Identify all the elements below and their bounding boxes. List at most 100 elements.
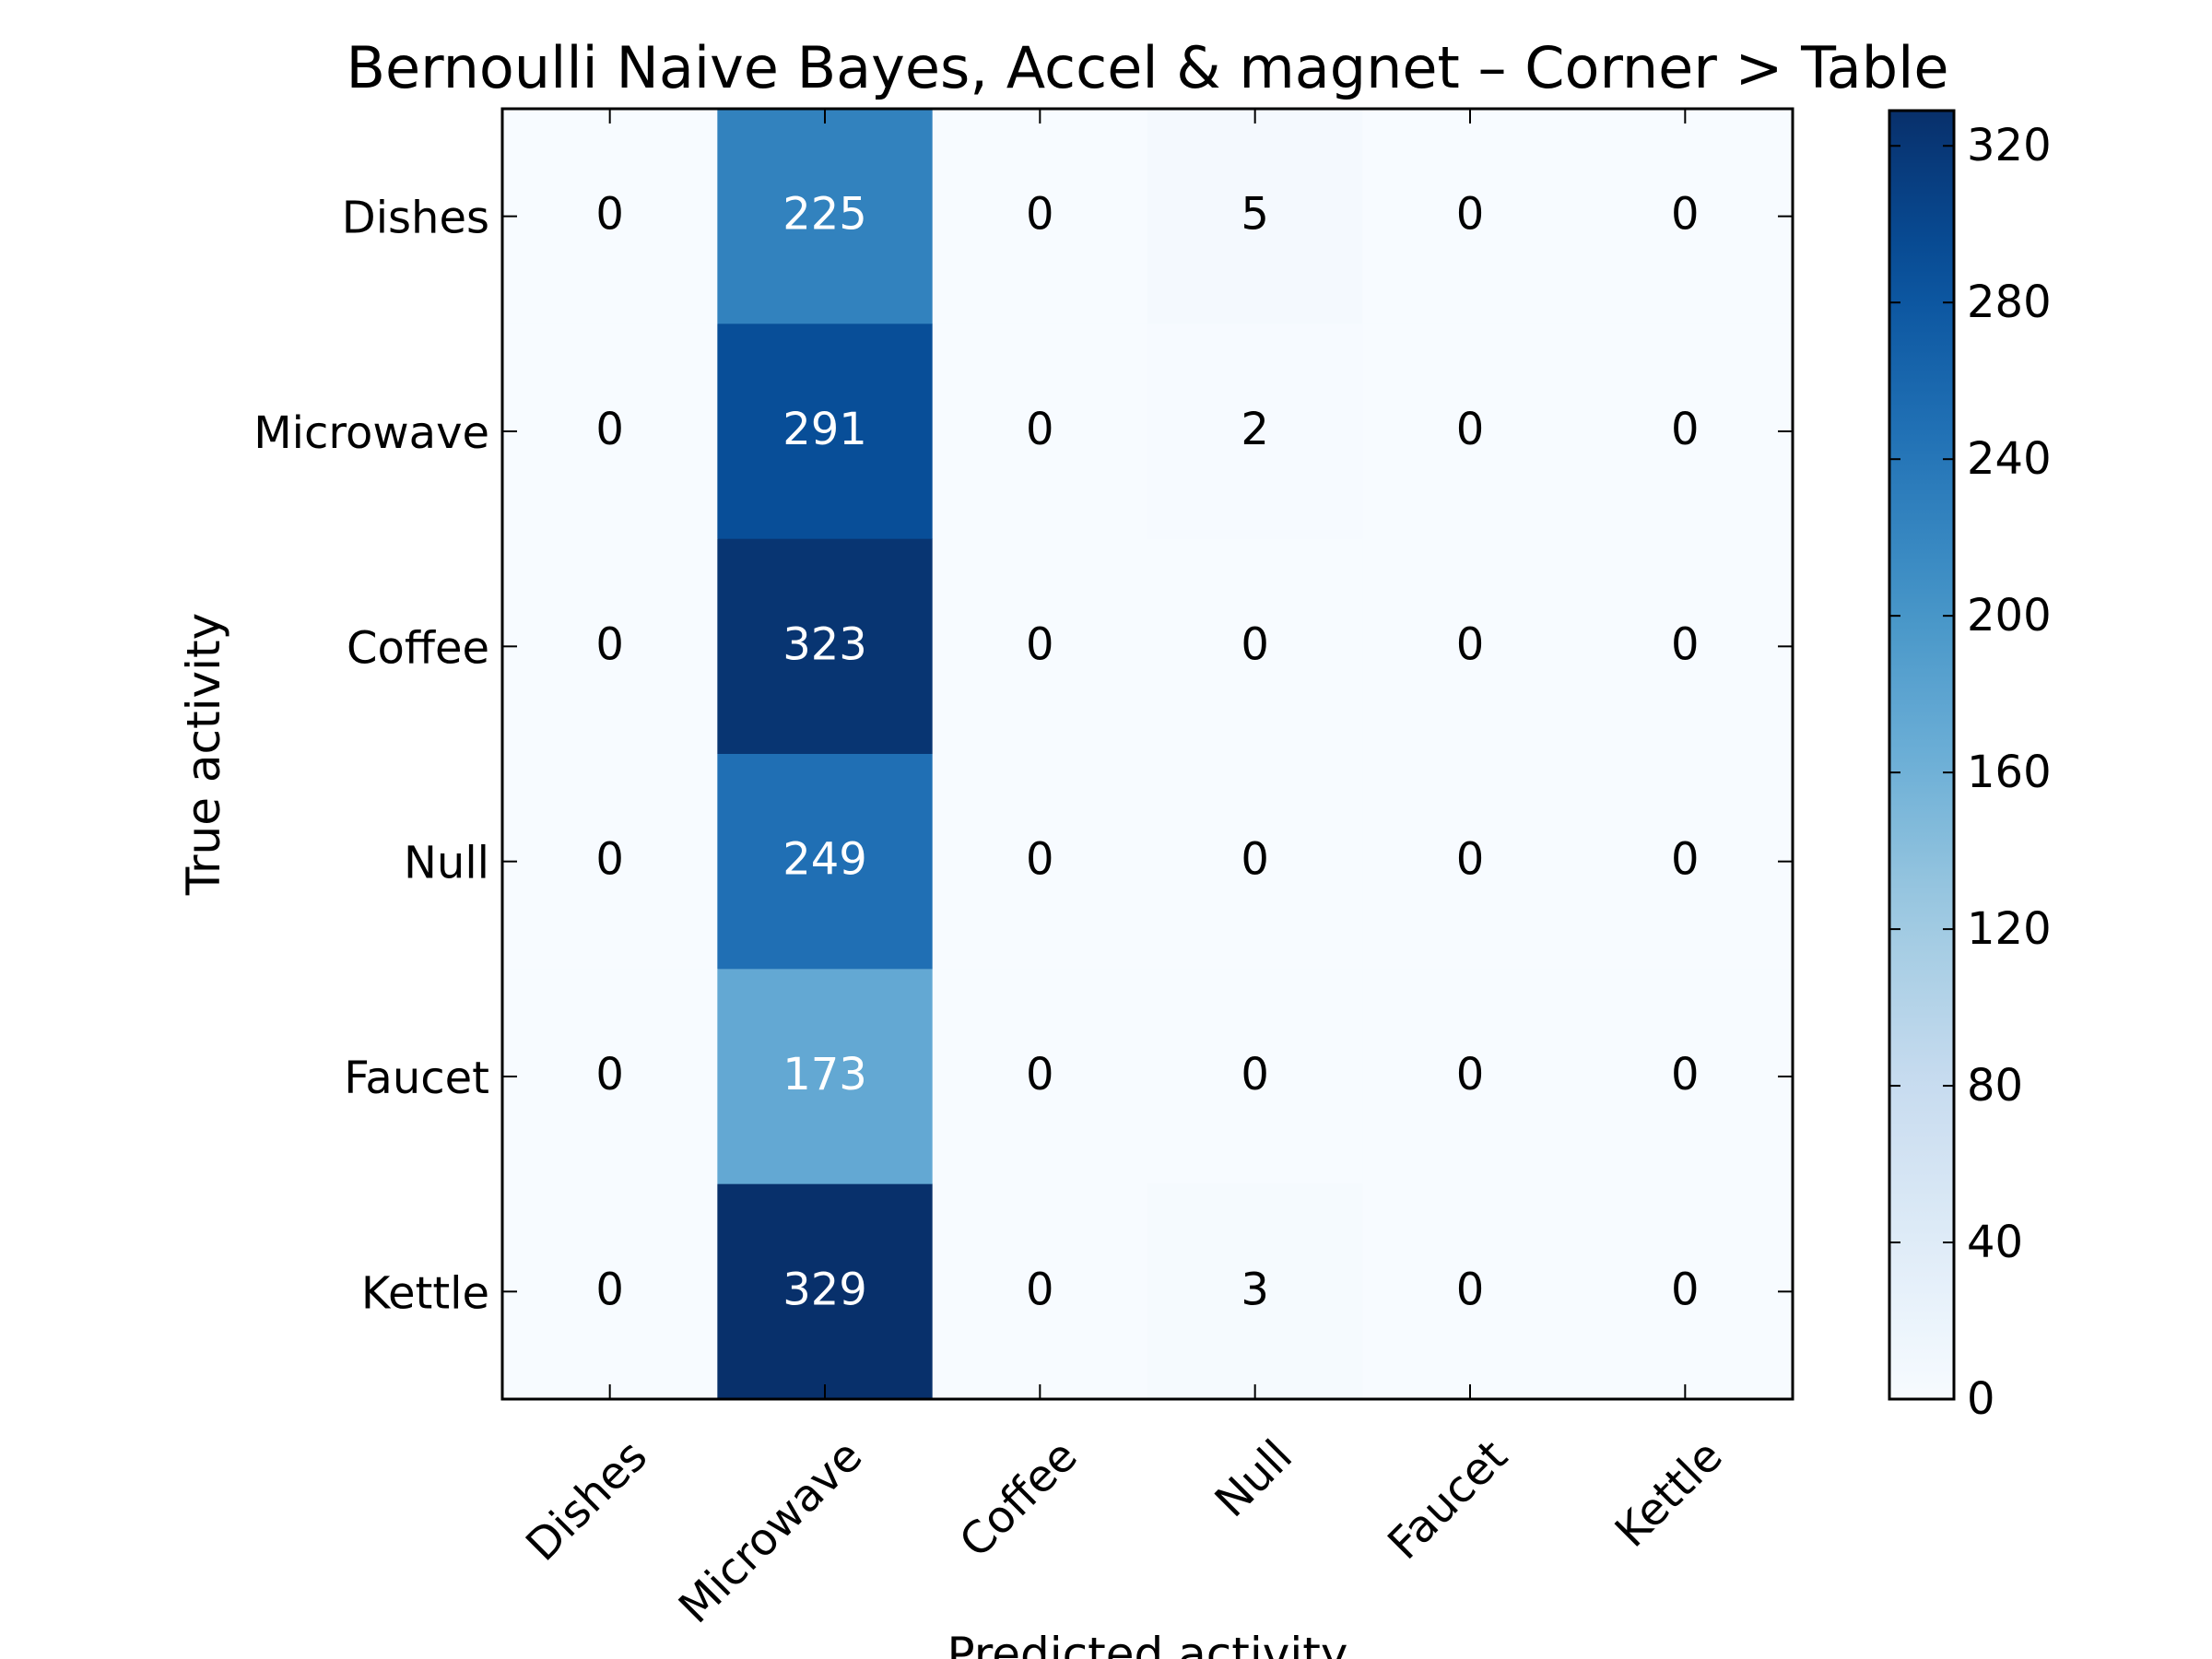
heatmap-cell (1362, 1183, 1579, 1400)
y-tick-label: Faucet (344, 1053, 489, 1104)
cell-value-label: 0 (1241, 618, 1269, 670)
cell-value-label: 0 (1456, 1264, 1485, 1315)
heatmap-cell (502, 1183, 718, 1400)
cell-value-label: 0 (595, 1049, 624, 1100)
x-tick-label: Faucet (1378, 1430, 1517, 1570)
cell-value-label: 0 (595, 1264, 624, 1315)
heatmap-cell (1147, 754, 1363, 970)
cell-value-label: 0 (1026, 1049, 1054, 1100)
x-tick-label: Null (1206, 1430, 1302, 1527)
x-tick-label: Microwave (669, 1430, 872, 1633)
colorbar-tick-label: 80 (1967, 1060, 2023, 1112)
heatmap-cell (1147, 969, 1363, 1185)
heatmap-cell (502, 969, 718, 1185)
cell-value-label: 0 (1026, 404, 1054, 455)
cell-value-label: 0 (1456, 189, 1485, 241)
heatmap-cell (1362, 538, 1579, 755)
y-tick-label: Coffee (347, 622, 489, 674)
heatmap-cell (1147, 1183, 1363, 1400)
heatmap-cell (717, 754, 934, 970)
colorbar (1889, 111, 1954, 1399)
heatmap-cell (932, 754, 1148, 970)
heatmap-cell (1147, 324, 1363, 540)
cell-value-label: 0 (1456, 1049, 1485, 1100)
x-tick-label: Kettle (1606, 1430, 1733, 1558)
heatmap-cell (932, 538, 1148, 755)
heatmap-cell (1577, 538, 1794, 755)
heatmap-cell (502, 538, 718, 755)
cell-value-label: 0 (1241, 1049, 1269, 1100)
heatmap-cell (1577, 1183, 1794, 1400)
cell-value-label: 0 (1671, 189, 1700, 241)
heatmap-cell (932, 109, 1148, 324)
cell-value-label: 0 (1026, 618, 1054, 670)
cell-value-label: 173 (782, 1049, 867, 1100)
heatmap-cell (1362, 324, 1579, 540)
cell-value-label: 0 (1671, 834, 1700, 886)
cell-value-label: 225 (782, 189, 867, 241)
y-tick-label: Microwave (253, 407, 489, 459)
cell-value-label: 0 (1671, 404, 1700, 455)
cell-value-label: 323 (782, 618, 867, 670)
heatmap-cell (1362, 754, 1579, 970)
cell-value-label: 3 (1241, 1264, 1269, 1315)
colorbar-tick-label: 240 (1967, 433, 2052, 485)
cell-value-label: 0 (595, 189, 624, 241)
cell-value-label: 0 (1671, 1049, 1700, 1100)
cell-value-label: 5 (1241, 189, 1269, 241)
cell-value-label: 0 (1456, 618, 1485, 670)
heatmap-cell (717, 969, 934, 1185)
x-tick-label: Coffee (950, 1430, 1088, 1568)
cell-value-labels: 0 225 0 5 0 0 0 291 0 2 0 0 0 323 0 0 0 0 0 249 0 0 0 0 0 173 0 0 0 0… (595, 189, 1699, 1316)
x-tick-label: Dishes (516, 1430, 657, 1571)
heatmap-cell (932, 1183, 1148, 1400)
axis-ticks (502, 109, 1793, 1399)
cell-value-label: 0 (595, 404, 624, 455)
y-tick-label: Null (404, 838, 489, 889)
heatmap-cell (502, 754, 718, 970)
cell-value-label: 0 (1026, 189, 1054, 241)
colorbar-tick-label: 40 (1967, 1217, 2023, 1268)
x-tick-labels: Dishes Microwave Coffee Null Faucet Kettle (516, 1430, 1733, 1633)
y-tick-label: Dishes (342, 193, 489, 244)
colorbar-tick-label: 160 (1967, 747, 2052, 798)
chart-title: Bernoulli Naive Bayes, Accel & magnet – … (347, 34, 1949, 101)
y-tick-labels: Dishes Microwave Coffee Null Faucet Kettle (253, 193, 489, 1320)
heatmap-cell (717, 538, 934, 755)
heatmap-cell (1362, 109, 1579, 324)
heatmap-cell (932, 969, 1148, 1185)
colorbar-tick-label: 0 (1967, 1373, 1995, 1425)
cell-value-label: 0 (595, 618, 624, 670)
heatmap-cell (717, 109, 934, 324)
cell-value-label: 0 (1671, 1264, 1700, 1315)
heatmap-cell (1577, 324, 1794, 540)
heatmap-cell (1147, 538, 1363, 755)
colorbar-tick-label: 280 (1967, 276, 2052, 328)
heatmap-cell (717, 324, 934, 540)
heatmap-cell (1147, 109, 1363, 324)
colorbar-ticks: 0 40 80 120 160 200 240 280 320 (1889, 120, 2052, 1425)
cell-value-label: 291 (782, 404, 867, 455)
colorbar-tick-label: 320 (1967, 120, 2052, 171)
heatmap-cells (502, 109, 1794, 1400)
cell-value-label: 0 (1026, 834, 1054, 886)
cell-value-label: 0 (1241, 834, 1269, 886)
heatmap-cell (932, 324, 1148, 540)
heatmap-cell (1577, 109, 1794, 324)
heatmap-cell (1577, 969, 1794, 1185)
cell-value-label: 0 (595, 834, 624, 886)
cell-value-label: 0 (1671, 618, 1700, 670)
cell-value-label: 249 (782, 834, 867, 886)
cell-value-label: 329 (782, 1264, 867, 1315)
colorbar-tick-label: 120 (1967, 903, 2052, 955)
colorbar-tick-label: 200 (1967, 590, 2052, 641)
x-axis-label: Predicted activity (947, 1628, 1348, 1659)
y-axis-label: True activity (177, 613, 230, 896)
heatmap-cell (1362, 969, 1579, 1185)
cell-value-label: 0 (1456, 404, 1485, 455)
y-tick-label: Kettle (361, 1267, 489, 1319)
plot-frame (500, 107, 1794, 1401)
heatmap-cell (502, 324, 718, 540)
